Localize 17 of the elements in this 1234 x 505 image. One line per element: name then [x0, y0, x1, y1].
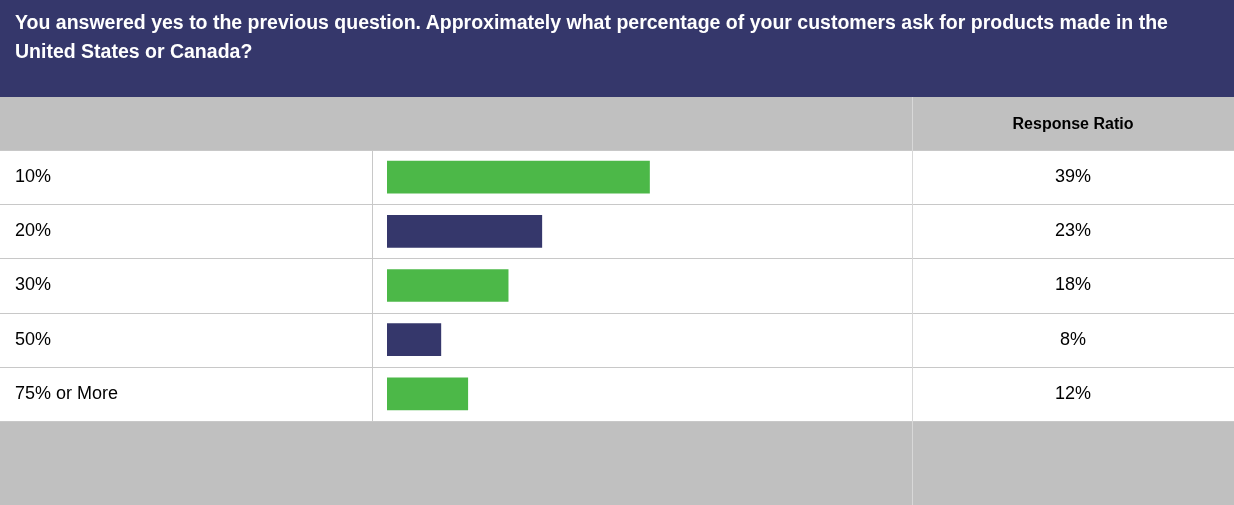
- chart-title: You answered yes to the previous question. Approximately what percentage of your customers ask for products made in the United States or Canada?: [0, 0, 1234, 97]
- y-tick-label: 10%: [15, 166, 52, 187]
- y-tick-label: 75% or More: [15, 382, 119, 403]
- y-tick-label: 30%: [15, 274, 52, 295]
- data-label: 8%: [1059, 328, 1087, 349]
- data-label: 39%: [1054, 166, 1092, 187]
- data-label: 12%: [1054, 382, 1092, 403]
- bar: [387, 269, 509, 302]
- bar: [387, 214, 543, 248]
- bar: [387, 160, 650, 194]
- data-label: 18%: [1054, 274, 1092, 295]
- text: Response Ratio: [1011, 114, 1135, 134]
- bar: [387, 323, 442, 357]
- bar: [387, 377, 469, 411]
- y-tick-label: 50%: [15, 328, 52, 349]
- y-tick-label: 20%: [15, 220, 52, 241]
- data-label: 23%: [1054, 220, 1092, 241]
